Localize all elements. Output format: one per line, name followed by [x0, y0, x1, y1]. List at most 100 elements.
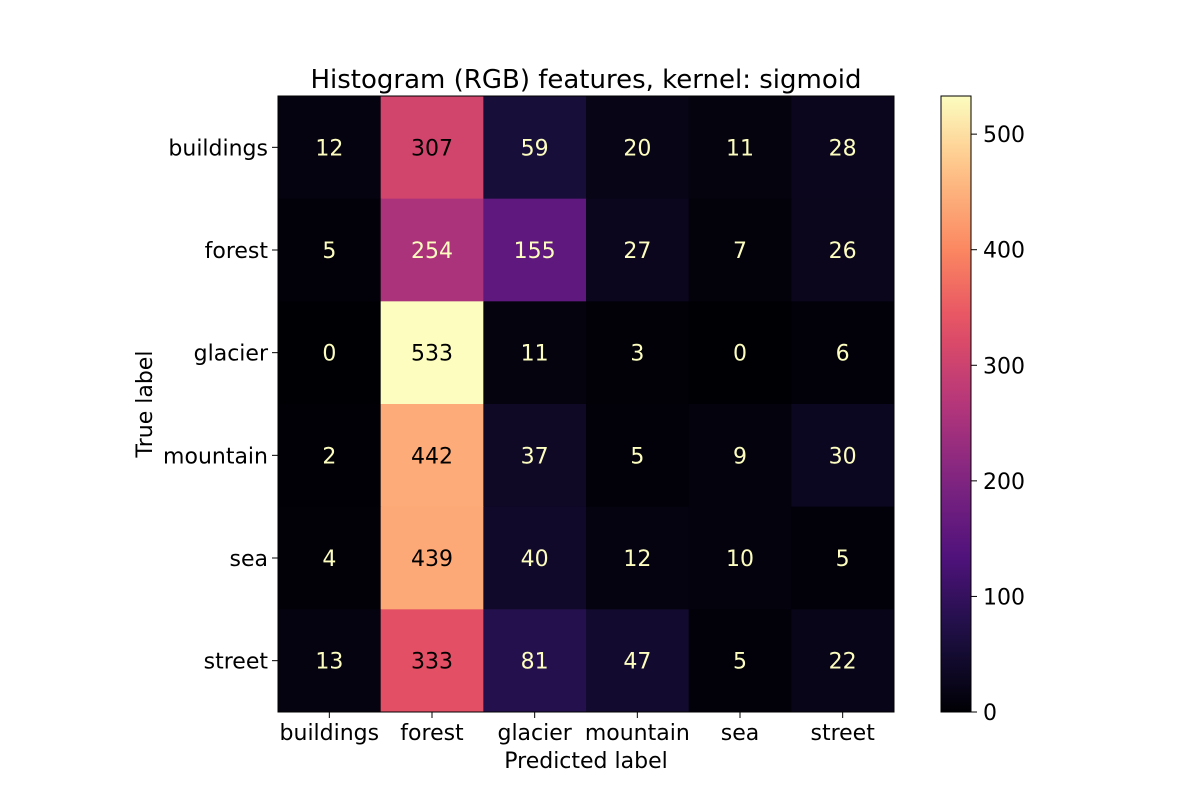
heatmap-cell [380, 198, 484, 302]
cell-value-label: 20 [623, 136, 651, 161]
colorbar-tick-label: 400 [983, 239, 1025, 264]
cell-value-label: 30 [829, 444, 857, 469]
heatmap-cells [278, 96, 895, 713]
cell-value-label: 40 [521, 547, 549, 572]
x-tick-label: mountain [585, 721, 690, 746]
heatmap-cell [483, 506, 587, 610]
cell-value-label: 11 [521, 342, 549, 367]
heatmap-cell [586, 609, 690, 713]
cell-value-label: 37 [521, 444, 549, 469]
cell-value-label: 0 [322, 342, 336, 367]
cell-value-label: 22 [829, 650, 857, 675]
cell-value-label: 4 [322, 547, 336, 572]
heatmap-cell [688, 506, 792, 610]
cell-value-label: 28 [829, 136, 857, 161]
heatmap-cell [791, 609, 895, 713]
colorbar-tick-label: 0 [983, 701, 997, 726]
heatmap-cell [688, 198, 792, 302]
heatmap-cell [278, 506, 382, 610]
y-tick-label: forest [205, 239, 269, 264]
y-tick-label: sea [230, 547, 268, 572]
cell-value-label: 439 [411, 547, 453, 572]
colorbar-tick-label: 200 [983, 470, 1025, 495]
x-axis-label: Predicted label [504, 749, 667, 774]
heatmap-cell [791, 96, 895, 200]
heatmap-cell [586, 301, 690, 405]
x-axis-ticks: buildings forest glacier mountain sea street [280, 712, 875, 746]
y-tick-label: buildings [168, 136, 268, 161]
cell-value-label: 155 [514, 239, 556, 264]
cell-value-label: 3 [630, 342, 644, 367]
cell-value-label: 442 [411, 444, 453, 469]
y-axis-ticks: buildings forest glacier mountain sea street [163, 136, 278, 675]
y-axis-label: True label [133, 351, 158, 459]
colorbar-ticks: 0 100 200 300 400 500 [971, 123, 1025, 726]
colorbar-tick-label: 300 [983, 354, 1025, 379]
heatmap-cell [380, 301, 484, 405]
cell-value-label: 5 [630, 444, 644, 469]
colorbar-tick-label: 100 [983, 585, 1025, 610]
cell-value-label: 0 [733, 342, 747, 367]
cell-value-label: 12 [315, 136, 343, 161]
heatmap-cell [791, 506, 895, 610]
heatmap-cell [380, 506, 484, 610]
cell-value-label: 47 [623, 650, 651, 675]
cell-value-label: 7 [733, 239, 747, 264]
heatmap-cell-labels: 12 307 59 20 11 285 254 155 27 7 260 533 11 3 0 62 442 37… [315, 136, 856, 674]
cell-value-label: 533 [411, 342, 453, 367]
cell-value-label: 11 [726, 136, 754, 161]
heatmap-cell [688, 609, 792, 713]
heatmap-cell [688, 301, 792, 405]
cell-value-label: 5 [733, 650, 747, 675]
cell-value-label: 9 [733, 444, 747, 469]
heatmap-cell [380, 96, 484, 200]
cell-value-label: 2 [322, 444, 336, 469]
colorbar-tick-label: 500 [983, 123, 1025, 148]
heatmap-cell [586, 198, 690, 302]
cell-value-label: 254 [411, 239, 453, 264]
heatmap-cell [483, 198, 587, 302]
chart-title: Histogram (RGB) features, kernel: sigmoi… [310, 65, 861, 95]
cell-value-label: 13 [315, 650, 343, 675]
y-tick-label: street [204, 650, 269, 675]
heatmap-cell [278, 404, 382, 508]
x-tick-label: buildings [280, 721, 380, 746]
heatmap-cell [688, 96, 792, 200]
heatmap-cell [483, 404, 587, 508]
heatmap-cell [586, 96, 690, 200]
cell-value-label: 307 [411, 136, 453, 161]
heatmap-cell [380, 404, 484, 508]
x-tick-label: glacier [497, 721, 572, 746]
heatmap-cell [791, 404, 895, 508]
heatmap-cell [278, 609, 382, 713]
heatmap-cell [278, 301, 382, 405]
cell-value-label: 26 [829, 239, 857, 264]
heatmap-cell [483, 609, 587, 713]
cell-value-label: 6 [836, 342, 850, 367]
y-tick-label: glacier [194, 342, 269, 367]
heatmap-cell [278, 198, 382, 302]
plot-frame [277, 95, 895, 713]
colorbar [940, 95, 972, 713]
heatmap-cell [791, 198, 895, 302]
heatmap-cell [688, 404, 792, 508]
heatmap-cell [380, 609, 484, 713]
cell-value-label: 81 [521, 650, 549, 675]
y-tick-label: mountain [163, 444, 268, 469]
cell-value-label: 10 [726, 547, 754, 572]
x-tick-label: sea [721, 721, 759, 746]
cell-value-label: 5 [836, 547, 850, 572]
heatmap-cell [586, 506, 690, 610]
cell-value-label: 5 [322, 239, 336, 264]
cell-value-label: 59 [521, 136, 549, 161]
heatmap-cell [586, 404, 690, 508]
heatmap-cell [791, 301, 895, 405]
heatmap-cell [483, 96, 587, 200]
cell-value-label: 27 [623, 239, 651, 264]
x-tick-label: forest [400, 721, 464, 746]
x-tick-label: street [810, 721, 875, 746]
cell-value-label: 12 [623, 547, 651, 572]
heatmap-cell [483, 301, 587, 405]
heatmap-cell [278, 96, 382, 200]
